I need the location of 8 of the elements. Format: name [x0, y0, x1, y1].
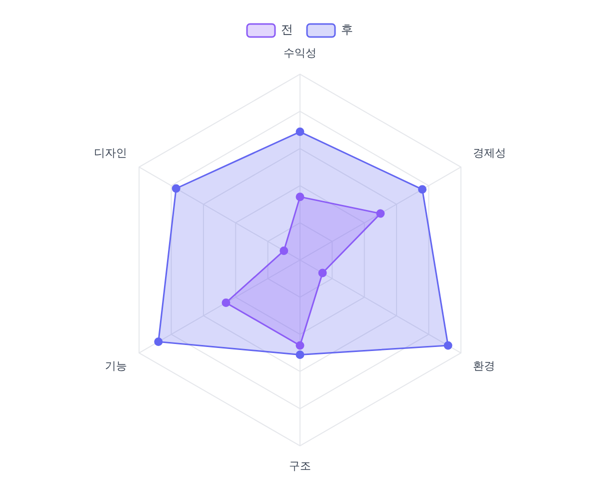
spoke-label: 환경: [473, 359, 496, 372]
legend-label: 후: [341, 22, 353, 37]
spoke-label: 디자인: [94, 146, 127, 160]
legend-label: 전: [281, 22, 293, 37]
spoke-label: 기능: [104, 359, 127, 372]
spoke-label: 경제성: [473, 146, 506, 160]
spoke-label: 구조: [289, 459, 311, 472]
spoke-label: 수익성: [284, 46, 316, 60]
